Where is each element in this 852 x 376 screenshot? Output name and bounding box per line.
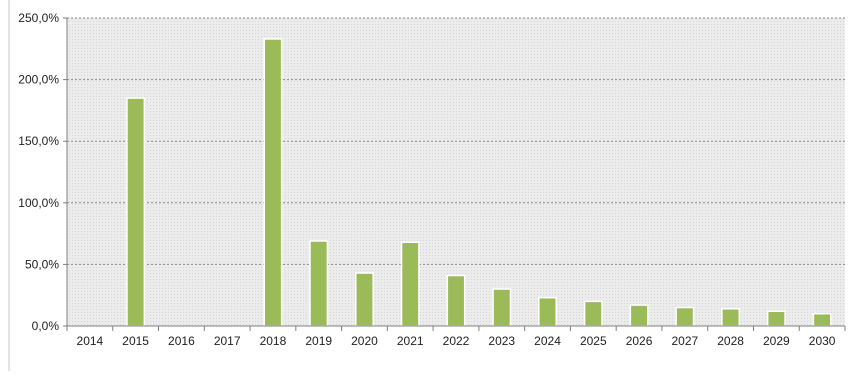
x-tick-label: 2022 [443,334,470,348]
x-tick-label: 2016 [168,334,195,348]
x-tick-label: 2028 [717,334,744,348]
bar-2028 [721,308,741,327]
y-tick-label: 200,0% [18,73,59,87]
bar-2023 [492,288,512,327]
bar-2019 [309,240,329,327]
bar-2022 [446,274,466,327]
bar-2027 [675,306,695,327]
gridlines [67,17,845,265]
bar-2020 [355,272,374,327]
axes [63,17,846,331]
x-tick-labels: 2014 2015 2016 2017 2018 2019 2020 2021 2022 2023… [77,334,836,348]
bar-2030 [812,312,832,327]
y-tick-label: 150,0% [18,134,59,148]
x-tick-label: 2027 [671,334,698,348]
y-tick-label: 100,0% [18,196,59,210]
bar-2026 [629,304,649,327]
x-tick-label: 2026 [626,334,653,348]
x-tick-label: 2029 [763,334,790,348]
x-tick-label: 2024 [534,334,561,348]
bar-2015 [126,97,146,327]
x-tick-label: 2018 [260,334,287,348]
x-tick-label: 2015 [122,334,149,348]
x-tick-label: 2030 [809,334,836,348]
plot-area [67,18,845,326]
x-tick-label: 2020 [351,334,378,348]
x-tick-label: 2019 [305,334,332,348]
y-tick-label: 250,0% [18,11,59,25]
bar-2025 [583,300,603,327]
x-tick-label: 2014 [77,334,104,348]
bars [126,38,832,327]
y-tick-label: 50,0% [25,257,59,271]
x-tick-label: 2021 [397,334,424,348]
x-tick-label: 2025 [580,334,607,348]
x-tick-label: 2017 [214,334,241,348]
bar-2029 [766,310,786,327]
bar-2021 [400,241,420,327]
bar-2024 [538,296,557,327]
y-tick-labels: 0,0% 50,0% 100,0% 150,0% 200,0% 250,0% [18,11,59,333]
x-tick-label: 2023 [488,334,515,348]
bar-2018 [263,38,283,327]
y-tick-label: 0,0% [32,319,60,333]
